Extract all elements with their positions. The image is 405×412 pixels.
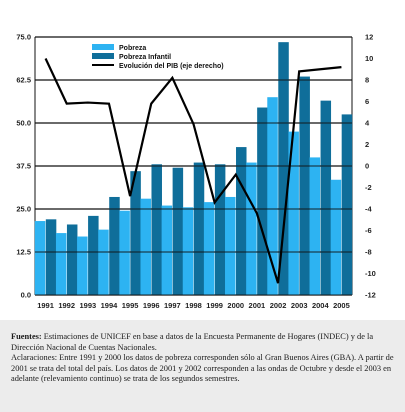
bar-pobreza-infantil [236, 147, 247, 295]
sources-text: Estimaciones de UNICEF en base a datos d… [11, 332, 374, 352]
y-right-tick-label: -8 [365, 248, 372, 257]
x-tick-label: 1998 [185, 301, 202, 310]
bar-pobreza [161, 205, 173, 295]
legend-label-pobreza: Pobreza [119, 45, 146, 52]
x-tick-label: 1993 [79, 301, 96, 310]
y-right-tick-label: 2 [365, 140, 369, 149]
legend-swatch-pobreza [92, 44, 114, 50]
x-tick-label: 2004 [312, 301, 330, 310]
bar-pobreza-infantil [88, 215, 99, 295]
y-left-tick-label: 75.0 [16, 33, 31, 42]
y-left-tick-label: 62.5 [16, 76, 31, 85]
bar-pobreza-infantil [109, 196, 120, 295]
bar-pobreza-infantil [66, 224, 78, 295]
bar-pobreza-infantil [45, 219, 57, 295]
bar-pobreza-infantil [193, 162, 205, 295]
x-tick-label: 2000 [227, 301, 244, 310]
bar-pobreza-infantil [257, 107, 268, 296]
y-right-tick-label: -2 [365, 183, 372, 192]
bar-pobreza [246, 162, 257, 295]
bar-pobreza [55, 233, 67, 295]
x-tick-label: 2005 [333, 301, 350, 310]
bar-pobreza [330, 179, 342, 295]
bar-pobreza [77, 236, 88, 295]
x-tick-label: 1995 [122, 301, 139, 310]
x-tick-label: 1996 [143, 301, 160, 310]
notes-box: Fuentes: Estimaciones de UNICEF en base … [0, 320, 405, 412]
y-right-tick-label: 8 [365, 76, 369, 85]
bar-pobreza-infantil [341, 114, 353, 296]
y-right-tick-label: 4 [365, 119, 370, 128]
y-right-tick-label: 0 [365, 162, 369, 171]
chart-area: 0.0 12.5 25.0 37.5 50.0 62.5 75.0 -12 -10 -8 -6 -4 -… [16, 33, 376, 311]
gdp-line [44, 58, 342, 284]
bar-pobreza [288, 131, 299, 295]
bar-pobreza-infantil [151, 164, 162, 295]
clarifications-note: Aclaraciones: Entre 1991 y 2000 los dato… [11, 353, 394, 384]
bar-pobreza [309, 157, 321, 295]
x-tick-label: 1991 [37, 301, 54, 310]
x-tick-label: 2003 [291, 301, 308, 310]
y-right-tick-label: 12 [365, 33, 373, 42]
y-right-tick-label: -10 [365, 269, 376, 278]
bar-pobreza [182, 207, 194, 295]
bar-pobreza [34, 221, 46, 295]
x-tick-label: 1992 [58, 301, 75, 310]
x-tick-label: 1994 [101, 301, 119, 310]
y-right-tick-label: 10 [365, 54, 373, 63]
bar-pobreza-infantil [278, 42, 289, 295]
legend-label-gdp: Evolución del PIB (eje derecho) [119, 63, 224, 70]
x-tick-label: 2001 [249, 301, 266, 310]
x-tick-label: 1997 [164, 301, 181, 310]
y-left-tick-label: 50.0 [16, 119, 31, 128]
x-tick-label: 2002 [270, 301, 287, 310]
bar-pobreza [98, 229, 109, 295]
bar-pobreza-infantil [214, 164, 226, 295]
bar-pobreza-infantil [320, 100, 332, 295]
bar-pobreza-infantil [299, 76, 310, 295]
legend-swatch-pobreza-infantil [92, 53, 114, 59]
legend-label-pobreza-infantil: Pobreza Infantil [119, 54, 171, 61]
y-left-tick-label: 12.5 [16, 248, 31, 257]
bar-pobreza [225, 196, 236, 295]
y-right-tick-label: -6 [365, 226, 372, 235]
y-left-tick-label: 37.5 [16, 162, 31, 171]
y-left-tick-label: 0.0 [21, 291, 31, 300]
x-tick-label: 1999 [206, 301, 223, 310]
bar-pobreza-infantil [172, 167, 184, 295]
poverty-gdp-chart: 0.0 12.5 25.0 37.5 50.0 62.5 75.0 -12 -10 -8 -6 -4 -… [16, 33, 376, 311]
y-right-tick-label: -12 [365, 291, 376, 300]
bar-pobreza [140, 198, 151, 295]
bar-pobreza [119, 210, 130, 295]
bar-pobreza [203, 202, 215, 295]
sources-label: Fuentes: [11, 332, 42, 341]
y-right-tick-label: 6 [365, 97, 369, 106]
y-left-tick-label: 25.0 [16, 205, 31, 214]
sources-note: Fuentes: Estimaciones de UNICEF en base … [11, 332, 397, 353]
bar-pobreza-infantil [130, 171, 141, 295]
bar-pobreza [267, 97, 278, 295]
y-right-tick-label: -4 [365, 205, 372, 214]
